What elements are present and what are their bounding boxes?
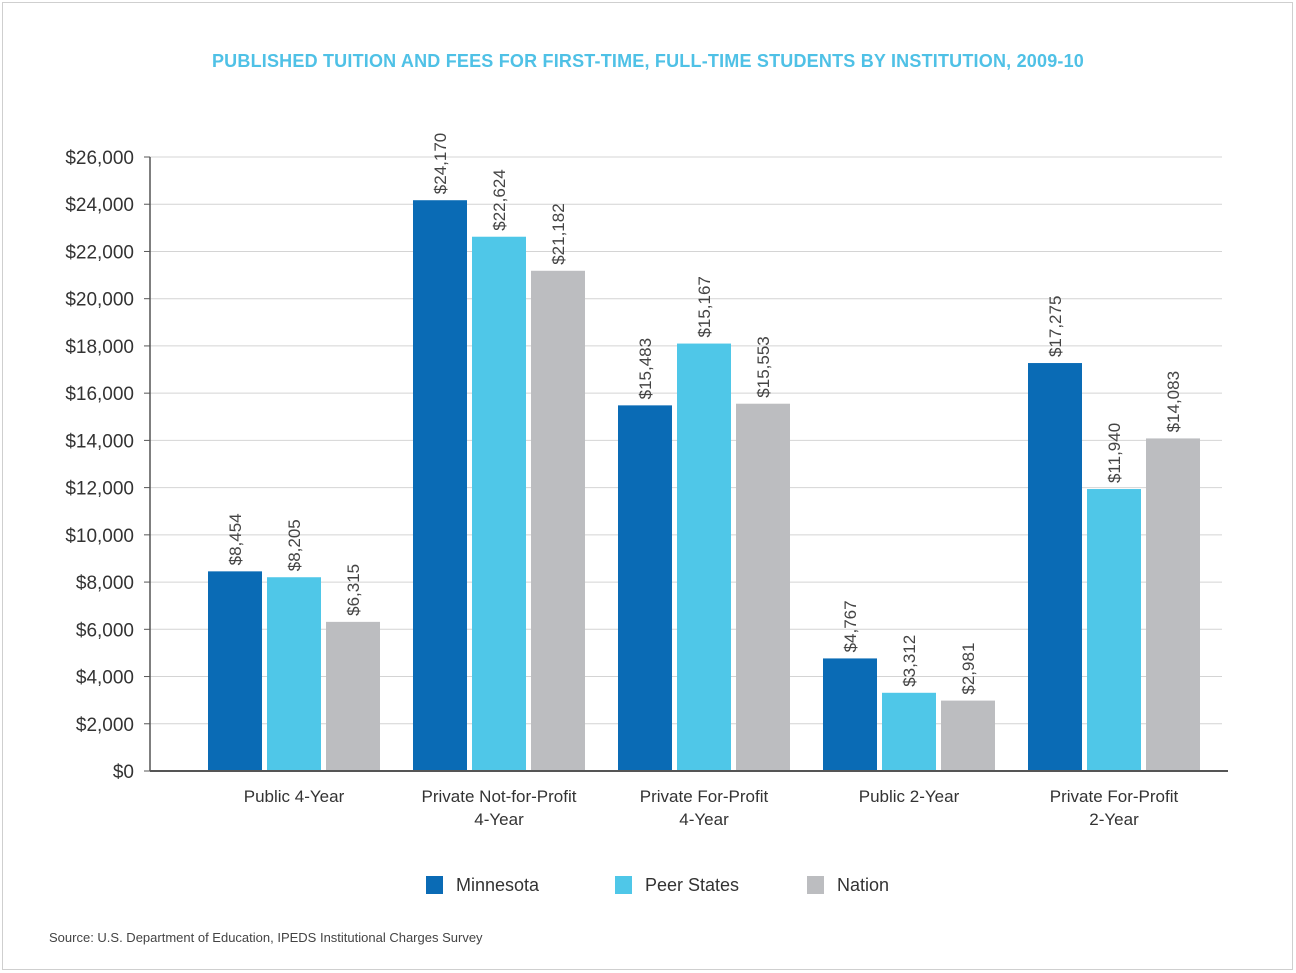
bar-value-label: $8,205	[285, 519, 304, 571]
bar-value-label: $11,940	[1105, 423, 1124, 483]
bar-value-label: $21,182	[549, 203, 568, 264]
bar-nation	[531, 270, 585, 771]
bar-peer-states	[677, 343, 731, 771]
bar-value-label: $4,767	[841, 600, 860, 652]
y-tick-label: $2,000	[76, 715, 134, 736]
x-category-label: Private For-Profit	[1050, 787, 1179, 806]
x-category-label: Private For-Profit	[640, 787, 769, 806]
y-tick-label: $4,000	[76, 668, 134, 689]
y-tick-label: $16,000	[65, 384, 134, 405]
bar-value-label: $14,083	[1164, 371, 1183, 432]
bar-peer-states	[1087, 489, 1141, 771]
bar-minnesota	[413, 200, 467, 771]
legend-label: Peer States	[645, 875, 739, 895]
legend-label: Nation	[837, 875, 889, 895]
bar-value-label: $15,483	[636, 338, 655, 399]
bar-value-label: $6,315	[344, 564, 363, 616]
bar-value-label: $24,170	[431, 133, 450, 194]
y-tick-label: $20,000	[65, 290, 134, 311]
y-tick-label: $6,000	[76, 620, 134, 641]
bar-value-label: $8,454	[226, 513, 245, 565]
y-tick-label: $14,000	[65, 431, 134, 452]
bar-nation	[1146, 438, 1200, 771]
source-note: Source: U.S. Department of Education, IP…	[49, 930, 483, 945]
bar-value-label: $15,553	[754, 336, 773, 397]
bar-value-label: $22,624	[490, 169, 509, 230]
bar-minnesota	[618, 405, 672, 771]
x-category-label: 4-Year	[679, 810, 729, 829]
legend-swatch	[615, 876, 632, 894]
bar-value-label: $2,981	[959, 643, 978, 695]
x-category-label: Public 4-Year	[244, 787, 345, 806]
bar-value-label: $17,275	[1046, 296, 1065, 357]
y-tick-label: $24,000	[65, 195, 134, 216]
y-tick-label: $12,000	[65, 479, 134, 500]
bar-nation	[326, 621, 380, 771]
bar-nation	[736, 403, 790, 771]
legend-swatch	[426, 876, 443, 894]
x-category-label: 4-Year	[474, 810, 524, 829]
y-tick-label: $22,000	[65, 242, 134, 263]
bar-minnesota	[823, 658, 877, 771]
bar-minnesota	[1028, 363, 1082, 771]
chart-title: PUBLISHED TUITION AND FEES FOR FIRST-TIM…	[211, 51, 1085, 71]
bar-peer-states	[267, 577, 321, 771]
legend-label: Minnesota	[456, 875, 540, 895]
x-category-label: 2-Year	[1089, 810, 1139, 829]
y-tick-label: $18,000	[65, 337, 134, 358]
y-tick-label: $26,000	[65, 148, 134, 169]
x-category-label: Public 2-Year	[859, 787, 960, 806]
bar-peer-states	[472, 236, 526, 772]
bar-minnesota	[208, 571, 262, 771]
y-tick-label: $10,000	[65, 526, 134, 547]
bar-nation	[941, 700, 995, 771]
x-category-label: Private Not-for-Profit	[422, 787, 577, 806]
bar-peer-states	[882, 692, 936, 771]
legend-swatch	[807, 876, 824, 894]
bar-value-label: $3,312	[900, 635, 919, 687]
y-tick-label: $8,000	[76, 573, 134, 594]
y-tick-label: $0	[113, 762, 134, 783]
bar-value-label: $15,167	[695, 276, 714, 337]
